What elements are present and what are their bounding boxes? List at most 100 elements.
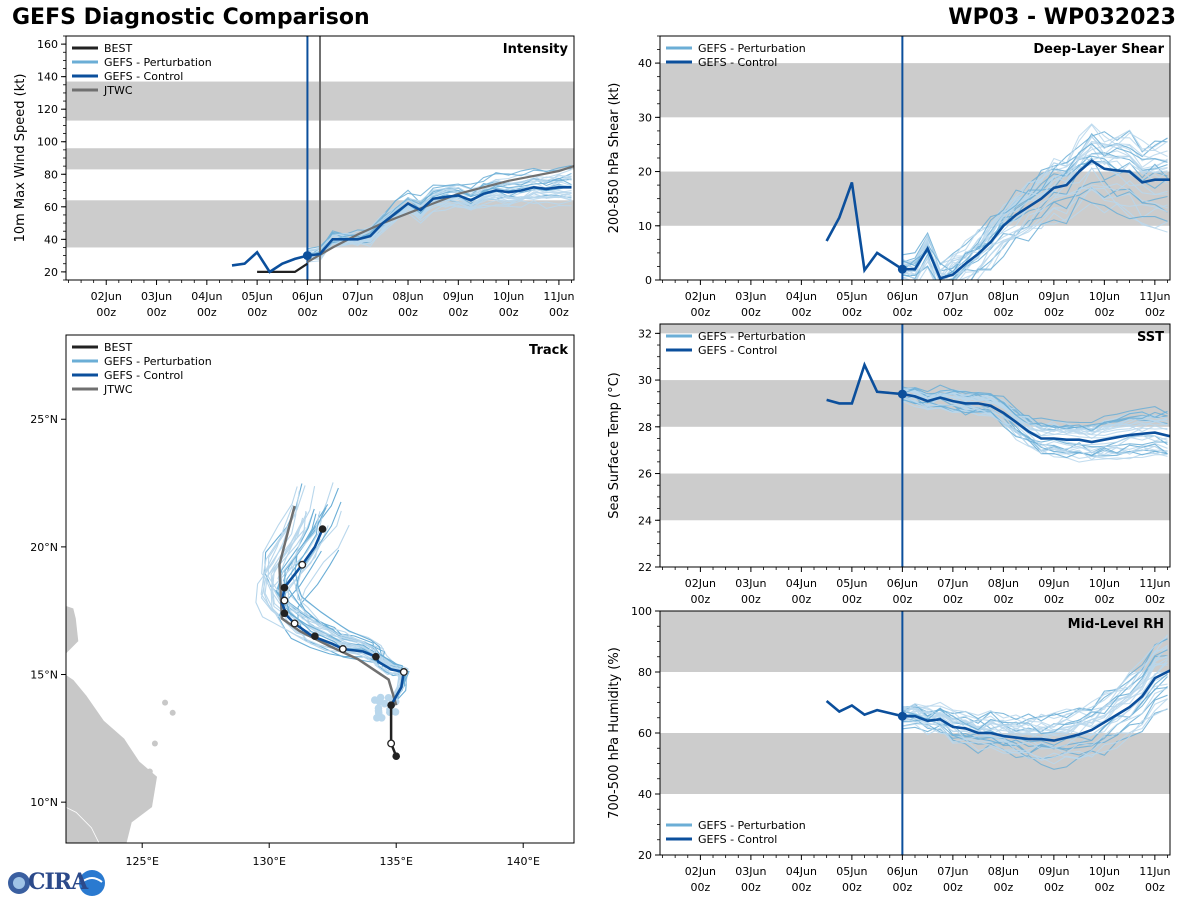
perturbation-track <box>297 549 408 708</box>
perturbation-line <box>916 187 1168 280</box>
y-tick-label: 15°N <box>30 669 58 682</box>
x-tick-label-hour: 00z <box>691 881 711 894</box>
perturbation-line <box>902 649 1168 735</box>
perturbation-line <box>902 655 1168 733</box>
perturbation-track <box>282 516 406 708</box>
perturbation-track <box>267 485 403 706</box>
perturbation-line <box>902 395 1168 459</box>
jtwc-line <box>306 165 574 264</box>
legend-label: JTWC <box>103 84 133 97</box>
y-tick-label: 40 <box>44 233 58 246</box>
perturbation-line <box>902 646 1168 733</box>
control-track-point <box>280 583 289 592</box>
perturbation-line <box>902 387 1168 432</box>
perturbation-line <box>307 196 572 262</box>
perturbation-line <box>902 673 1168 746</box>
perturbation-line <box>902 142 1168 273</box>
x-tick-label-date: 05Jun <box>242 290 273 303</box>
perturbation-line <box>902 123 1168 265</box>
y-axis-label: 200-850 hPa Shear (kt) <box>607 83 622 234</box>
x-tick-label-date: 09Jun <box>1038 290 1069 303</box>
legend-label: JTWC <box>103 383 133 396</box>
x-tick-label-hour: 00z <box>791 881 811 894</box>
perturbation-line <box>307 172 572 258</box>
perturbation-start-point <box>391 708 400 716</box>
perturbation-line <box>307 190 572 258</box>
small-island <box>162 699 169 706</box>
x-tick-label-date: 04Jun <box>786 290 817 303</box>
category-band <box>660 380 1170 427</box>
x-tick-label-date: 05Jun <box>836 865 867 878</box>
x-tick-label-hour: 00z <box>791 593 811 606</box>
control-track-point <box>387 701 395 709</box>
small-island <box>169 709 176 716</box>
perturbation-track <box>270 510 402 706</box>
intensity-panel: 20 40 60 80 100 120 140 160 02Jun 00z 03Jun 00z 04Ju… <box>13 35 575 319</box>
perturbation-track <box>261 486 404 706</box>
x-tick-label-date: 06Jun <box>887 865 918 878</box>
legend-label: GEFS - Control <box>104 369 183 382</box>
x-tick-label-date: 09Jun <box>1038 865 1069 878</box>
cira-logo: CIRA <box>4 866 108 898</box>
perturbation-line <box>902 662 1168 736</box>
gefs-control-line <box>826 361 1170 444</box>
y-tick-label: 30 <box>638 111 652 124</box>
perturbation-line <box>902 160 1168 280</box>
perturbation-line <box>902 644 1168 732</box>
category-band <box>660 171 1170 226</box>
x-tick-label-hour: 00z <box>691 306 711 319</box>
y-tick-label: 60 <box>44 201 58 214</box>
legend-label: GEFS - Control <box>698 344 777 357</box>
x-tick-label-hour: 00z <box>1094 306 1114 319</box>
shear-panel: 0 10 20 30 40 02Jun 00z 03Jun 00z 04Jun 00z 05Jun 00… <box>607 35 1171 319</box>
perturbation-track <box>277 508 404 708</box>
x-tick-label-hour: 00z <box>943 593 963 606</box>
x-tick-label-hour: 00z <box>993 593 1013 606</box>
perturbation-track <box>277 550 407 706</box>
storm-id: WP03 - WP032023 <box>948 5 1176 30</box>
perturbation-start-point <box>374 709 383 717</box>
x-tick-label-date: 06Jun <box>887 577 918 590</box>
perturbation-track <box>283 514 407 704</box>
page-title: GEFS Diagnostic Comparison <box>12 5 370 30</box>
perturbation-line <box>902 129 1168 266</box>
perturbation-line <box>902 153 1168 278</box>
perturbation-line <box>902 655 1168 737</box>
control-track-point-open <box>298 560 307 569</box>
x-tick-label-hour: 00z <box>943 306 963 319</box>
category-band <box>660 733 1170 794</box>
category-band <box>66 148 574 170</box>
perturbation-line <box>902 386 1168 431</box>
perturbation-line <box>307 192 572 259</box>
perturbation-line <box>902 686 1168 755</box>
perturbation-track <box>260 521 401 705</box>
perturbation-line <box>307 173 572 256</box>
init-marker <box>302 251 312 261</box>
x-tick-label-date: 11Jun <box>543 290 574 303</box>
x-tick-label-hour: 00z <box>1145 593 1165 606</box>
track-plot-area <box>66 482 410 843</box>
x-tick-label-hour: 00z <box>398 306 418 319</box>
category-band <box>660 324 1170 334</box>
x-tick-label-date: 08Jun <box>988 577 1019 590</box>
legend-label: GEFS - Control <box>104 70 183 83</box>
panel-title: Mid-Level RH <box>1068 617 1164 632</box>
y-axis-label: 10m Max Wind Speed (kt) <box>13 74 28 243</box>
x-tick-label-hour: 00z <box>993 306 1013 319</box>
x-tick-label-date: 06Jun <box>292 290 323 303</box>
y-tick-label: 20°N <box>30 541 58 554</box>
best-line <box>257 262 309 273</box>
y-tick-label: 24 <box>638 514 652 527</box>
perturbation-track <box>277 485 406 706</box>
perturbation-line <box>307 178 572 256</box>
perturbation-line <box>307 176 572 253</box>
perturbation-line <box>902 144 1168 279</box>
perturbation-track <box>284 507 403 704</box>
x-tick-label-date: 11Jun <box>1139 865 1170 878</box>
x-tick-label-hour: 00z <box>741 881 761 894</box>
y-tick-label: 10°N <box>30 796 58 809</box>
perturbation-line <box>902 166 1168 280</box>
perturbation-line <box>902 152 1168 280</box>
x-tick-label-date: 03Jun <box>735 290 766 303</box>
